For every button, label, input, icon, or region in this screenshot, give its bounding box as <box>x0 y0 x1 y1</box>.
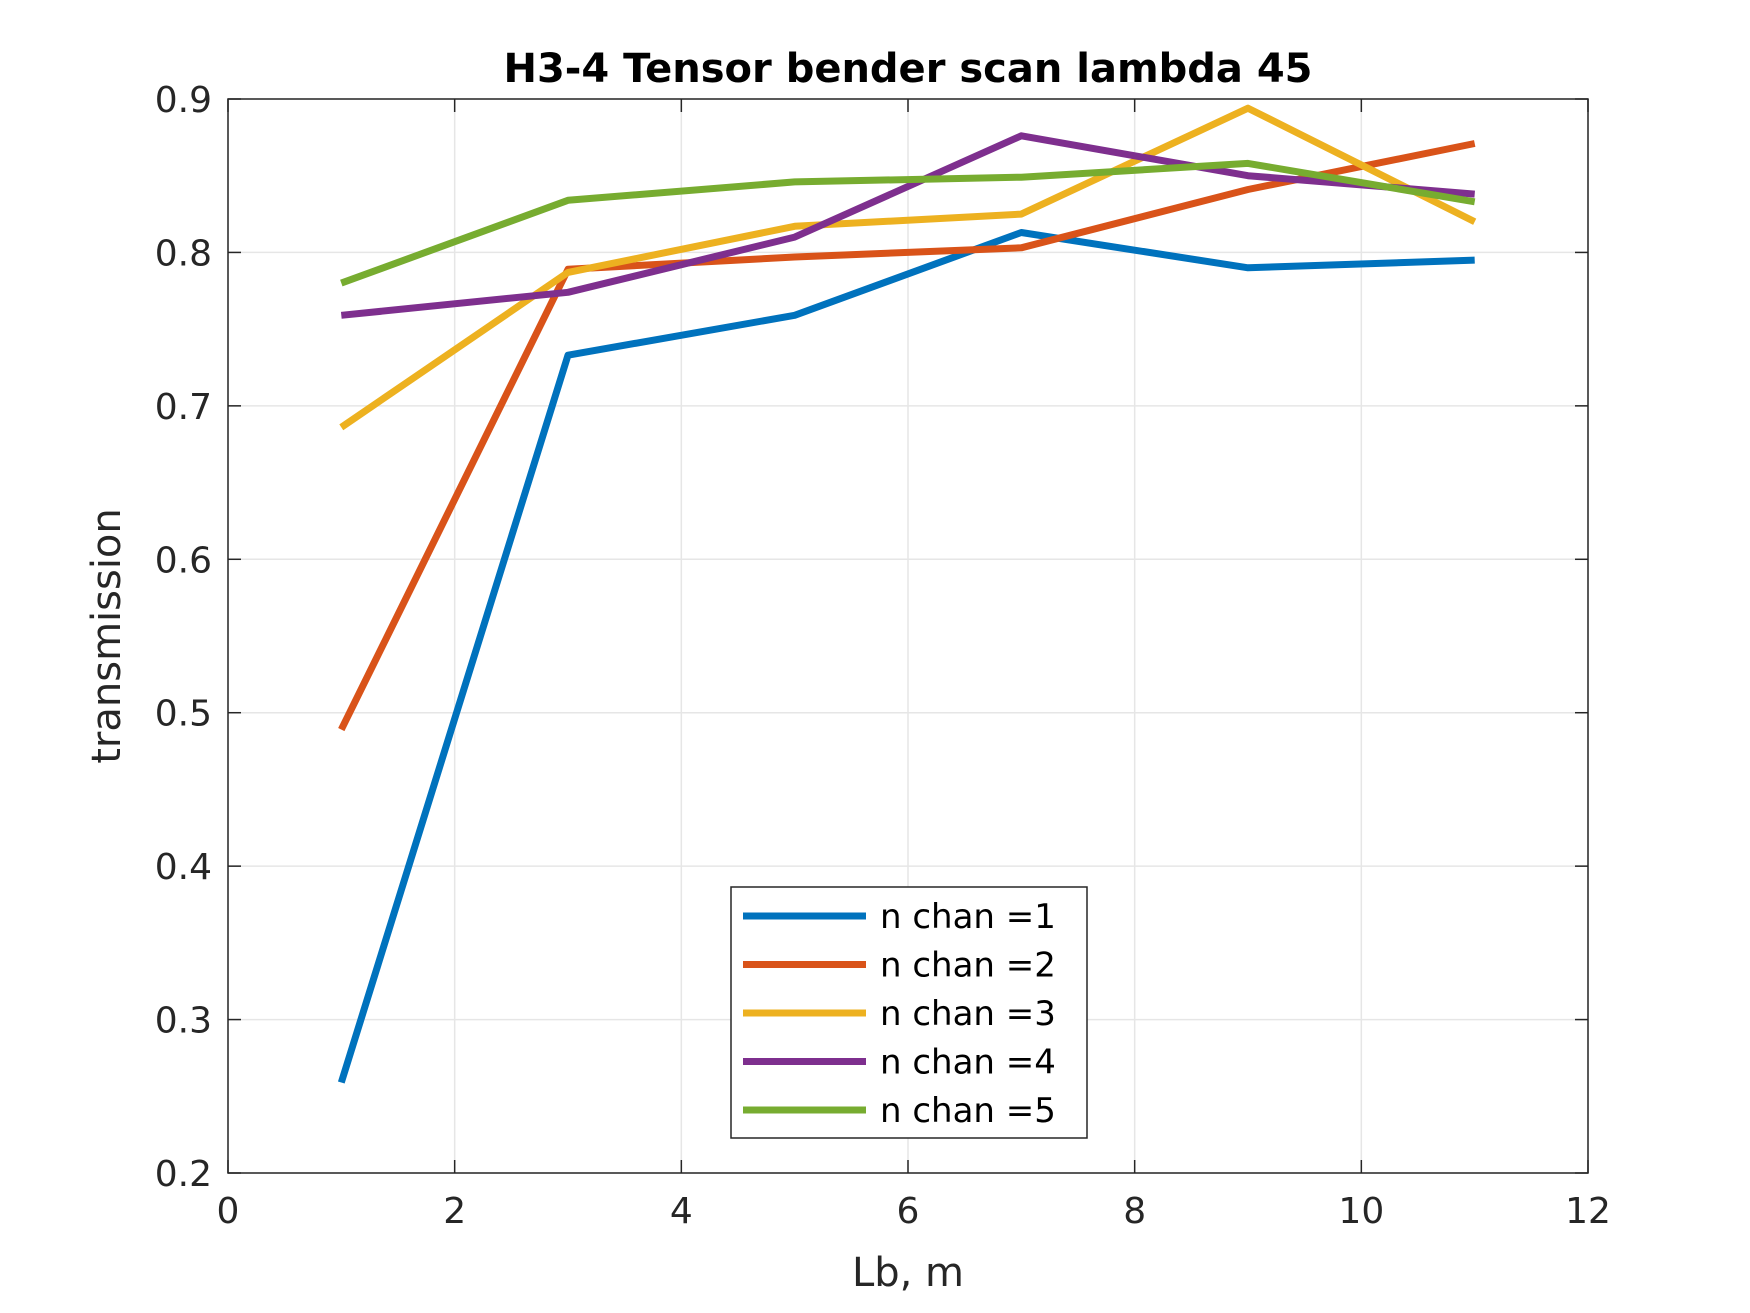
series-line-1 <box>337 229 1475 1084</box>
axis-ticks: 0 2 4 6 8 10 12 0.2 0.3 0.4 0.5 0.6 0.7 0.8 0.9 <box>155 80 1611 1232</box>
x-tick-label: 2 <box>443 1191 466 1232</box>
y-tick-label: 0.4 <box>155 847 212 888</box>
x-tick-label: 12 <box>1565 1191 1611 1232</box>
x-tick-label: 10 <box>1338 1191 1384 1232</box>
x-axis-label: Lb, m <box>852 1250 964 1296</box>
x-tick-label: 4 <box>670 1191 693 1232</box>
x-tick-label: 8 <box>1123 1191 1146 1232</box>
x-tick-label: 0 <box>217 1191 240 1232</box>
y-axis-label: transmission <box>84 508 130 764</box>
legend-label-1: n chan =1 <box>880 897 1056 937</box>
y-tick-label: 0.3 <box>155 1001 212 1042</box>
chart-title: H3-4 Tensor bender scan lambda 45 <box>504 46 1313 92</box>
legend-label-3: n chan =3 <box>880 994 1056 1034</box>
y-tick-label: 0.5 <box>155 694 212 735</box>
series-line-4 <box>340 132 1475 319</box>
series-lines <box>337 104 1477 1084</box>
x-tick-label: 6 <box>897 1191 920 1232</box>
y-tick-label: 0.9 <box>155 80 212 121</box>
y-tick-label: 0.2 <box>155 1154 212 1195</box>
series-line-5 <box>340 159 1476 287</box>
legend-label-4: n chan =4 <box>880 1043 1056 1083</box>
legend: n chan =1 n chan =2 n chan =3 n chan =4 n ch… <box>730 886 1088 1139</box>
legend-label-2: n chan =2 <box>880 946 1056 986</box>
y-tick-label: 0.6 <box>155 540 212 581</box>
y-tick-label: 0.8 <box>155 233 212 274</box>
y-tick-label: 0.7 <box>155 387 212 428</box>
legend-label-5: n chan =5 <box>880 1091 1056 1131</box>
